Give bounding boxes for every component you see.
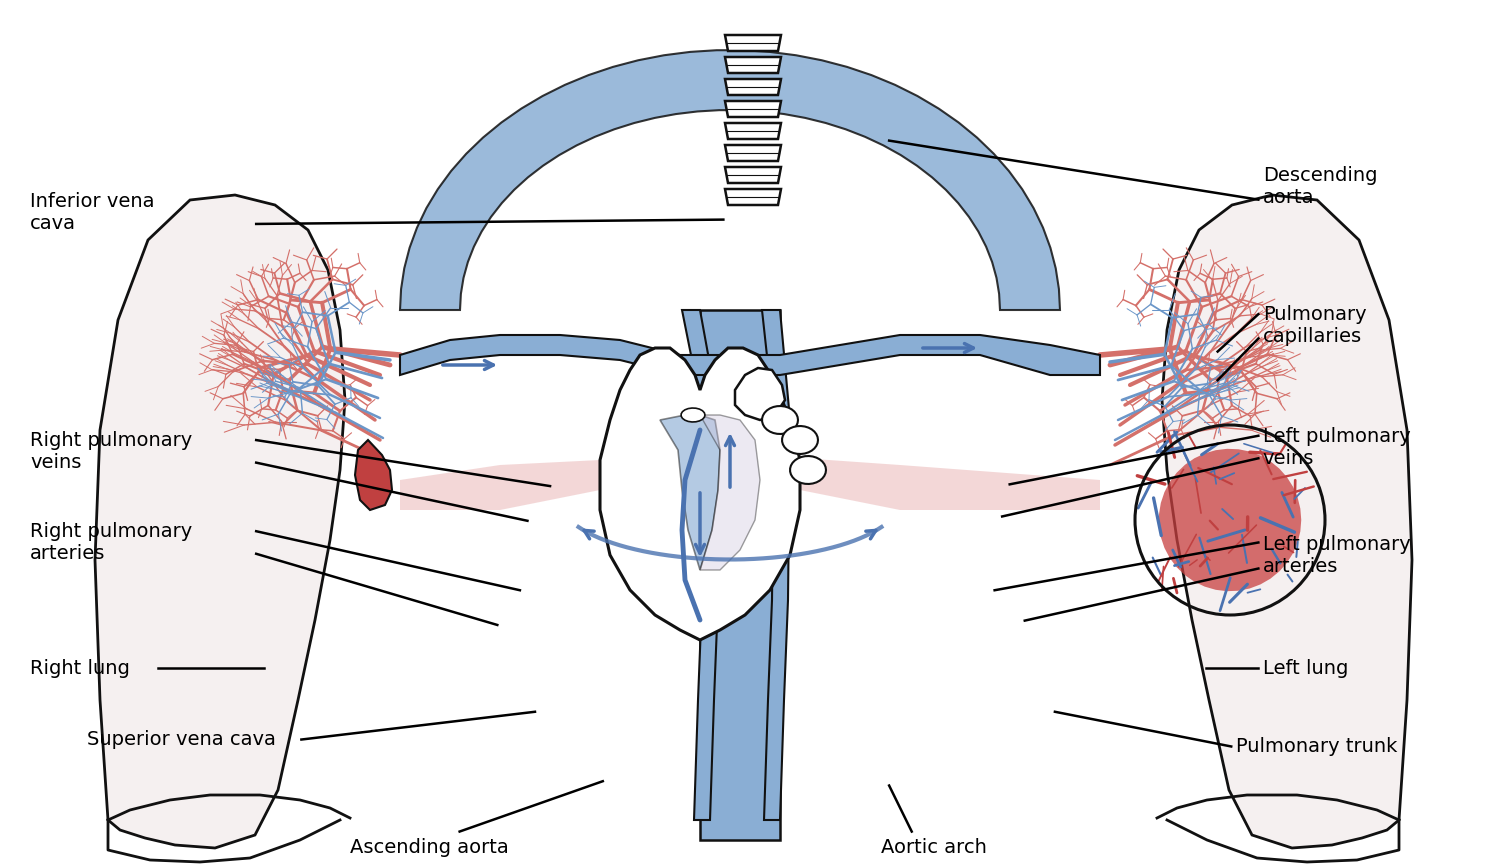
Polygon shape: [1162, 195, 1412, 848]
Text: Ascending aorta: Ascending aorta: [350, 838, 509, 857]
Polygon shape: [1159, 449, 1301, 591]
Polygon shape: [683, 310, 720, 820]
Polygon shape: [735, 368, 785, 420]
Polygon shape: [725, 189, 781, 205]
Polygon shape: [763, 310, 790, 820]
Polygon shape: [95, 195, 345, 848]
Polygon shape: [790, 456, 826, 484]
Polygon shape: [725, 35, 781, 51]
Polygon shape: [725, 101, 781, 117]
Polygon shape: [782, 426, 818, 454]
Polygon shape: [681, 408, 705, 422]
Polygon shape: [399, 335, 717, 375]
Polygon shape: [699, 310, 781, 840]
Text: Left lung: Left lung: [1263, 659, 1349, 678]
Text: Right pulmonary
arteries: Right pulmonary arteries: [30, 522, 193, 563]
Text: Right lung: Right lung: [30, 659, 130, 678]
Text: Descending
aorta: Descending aorta: [1263, 166, 1377, 207]
Text: Pulmonary
capillaries: Pulmonary capillaries: [1263, 305, 1367, 346]
Polygon shape: [356, 440, 392, 510]
Polygon shape: [763, 406, 799, 434]
Text: Inferior vena
cava: Inferior vena cava: [30, 192, 155, 233]
Polygon shape: [399, 50, 1059, 310]
Text: Pulmonary trunk: Pulmonary trunk: [1236, 737, 1397, 756]
Polygon shape: [741, 335, 1100, 375]
Text: Left pulmonary
arteries: Left pulmonary arteries: [1263, 535, 1411, 576]
Polygon shape: [725, 145, 781, 161]
Polygon shape: [717, 360, 741, 410]
Polygon shape: [660, 415, 720, 570]
Text: Left pulmonary
veins: Left pulmonary veins: [1263, 426, 1411, 468]
Polygon shape: [725, 167, 781, 183]
Text: Right pulmonary
veins: Right pulmonary veins: [30, 431, 193, 472]
Text: Aortic arch: Aortic arch: [882, 838, 987, 857]
Polygon shape: [600, 348, 800, 640]
Text: Superior vena cava: Superior vena cava: [87, 730, 276, 749]
Polygon shape: [399, 458, 1100, 510]
Polygon shape: [725, 123, 781, 139]
Polygon shape: [725, 57, 781, 73]
Polygon shape: [699, 415, 760, 570]
Polygon shape: [725, 79, 781, 95]
